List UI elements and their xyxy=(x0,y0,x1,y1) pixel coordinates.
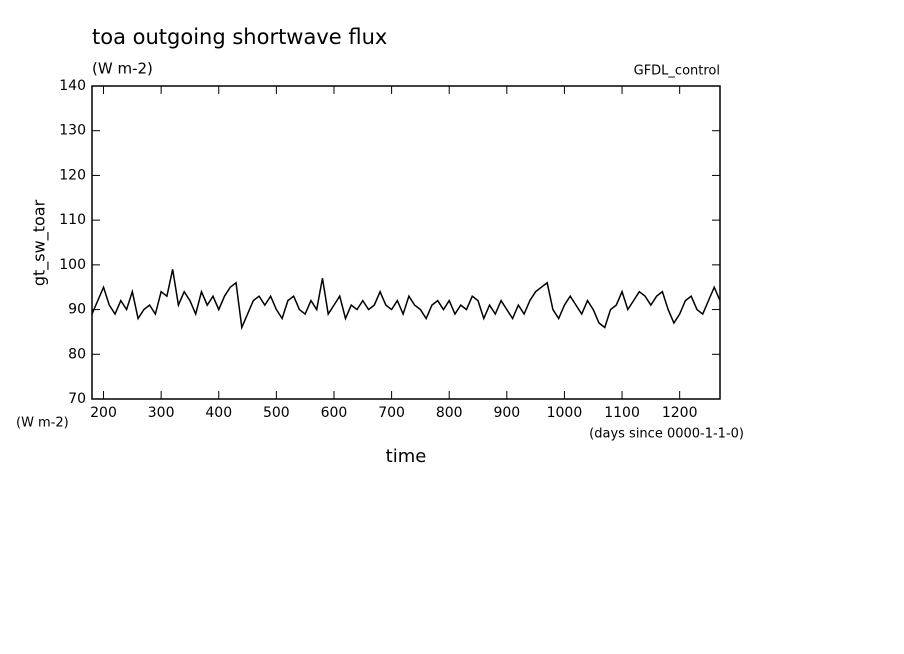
data-line xyxy=(91,269,721,331)
x-tick-label: 900 xyxy=(493,405,520,421)
x-axis-label: time xyxy=(386,446,427,467)
y-tick-label: 100 xyxy=(59,257,86,273)
x-axis-units: (days since 0000-1-1-0) xyxy=(589,427,744,442)
y-axis-label: gt_sw_toar xyxy=(30,199,50,286)
y-tick-label: 110 xyxy=(59,212,86,228)
plot-frame xyxy=(91,85,721,400)
x-tick-label: 600 xyxy=(321,405,348,421)
x-tick-label: 200 xyxy=(90,405,117,421)
x-tick-label: 1200 xyxy=(662,405,698,421)
x-tick-label: 1000 xyxy=(547,405,583,421)
y-tick-label: 120 xyxy=(59,167,86,183)
y-axis-units: (W m-2) xyxy=(16,416,69,431)
chart-subtitle: (W m-2) xyxy=(92,60,153,78)
chart-title: toa outgoing shortwave flux xyxy=(92,25,387,49)
x-tick-label: 500 xyxy=(263,405,290,421)
y-tick-label: 140 xyxy=(59,78,86,94)
x-tick-label: 1100 xyxy=(604,405,640,421)
annotation: GFDL_control xyxy=(634,64,720,79)
x-tick-label: 400 xyxy=(205,405,232,421)
y-tick-label: 80 xyxy=(68,346,86,362)
y-tick-label: 70 xyxy=(68,391,86,407)
x-tick-label: 300 xyxy=(148,405,175,421)
y-tick-label: 90 xyxy=(68,302,86,318)
x-tick-label: 800 xyxy=(436,405,463,421)
y-tick-label: 130 xyxy=(59,123,86,139)
x-tick-label: 700 xyxy=(378,405,405,421)
